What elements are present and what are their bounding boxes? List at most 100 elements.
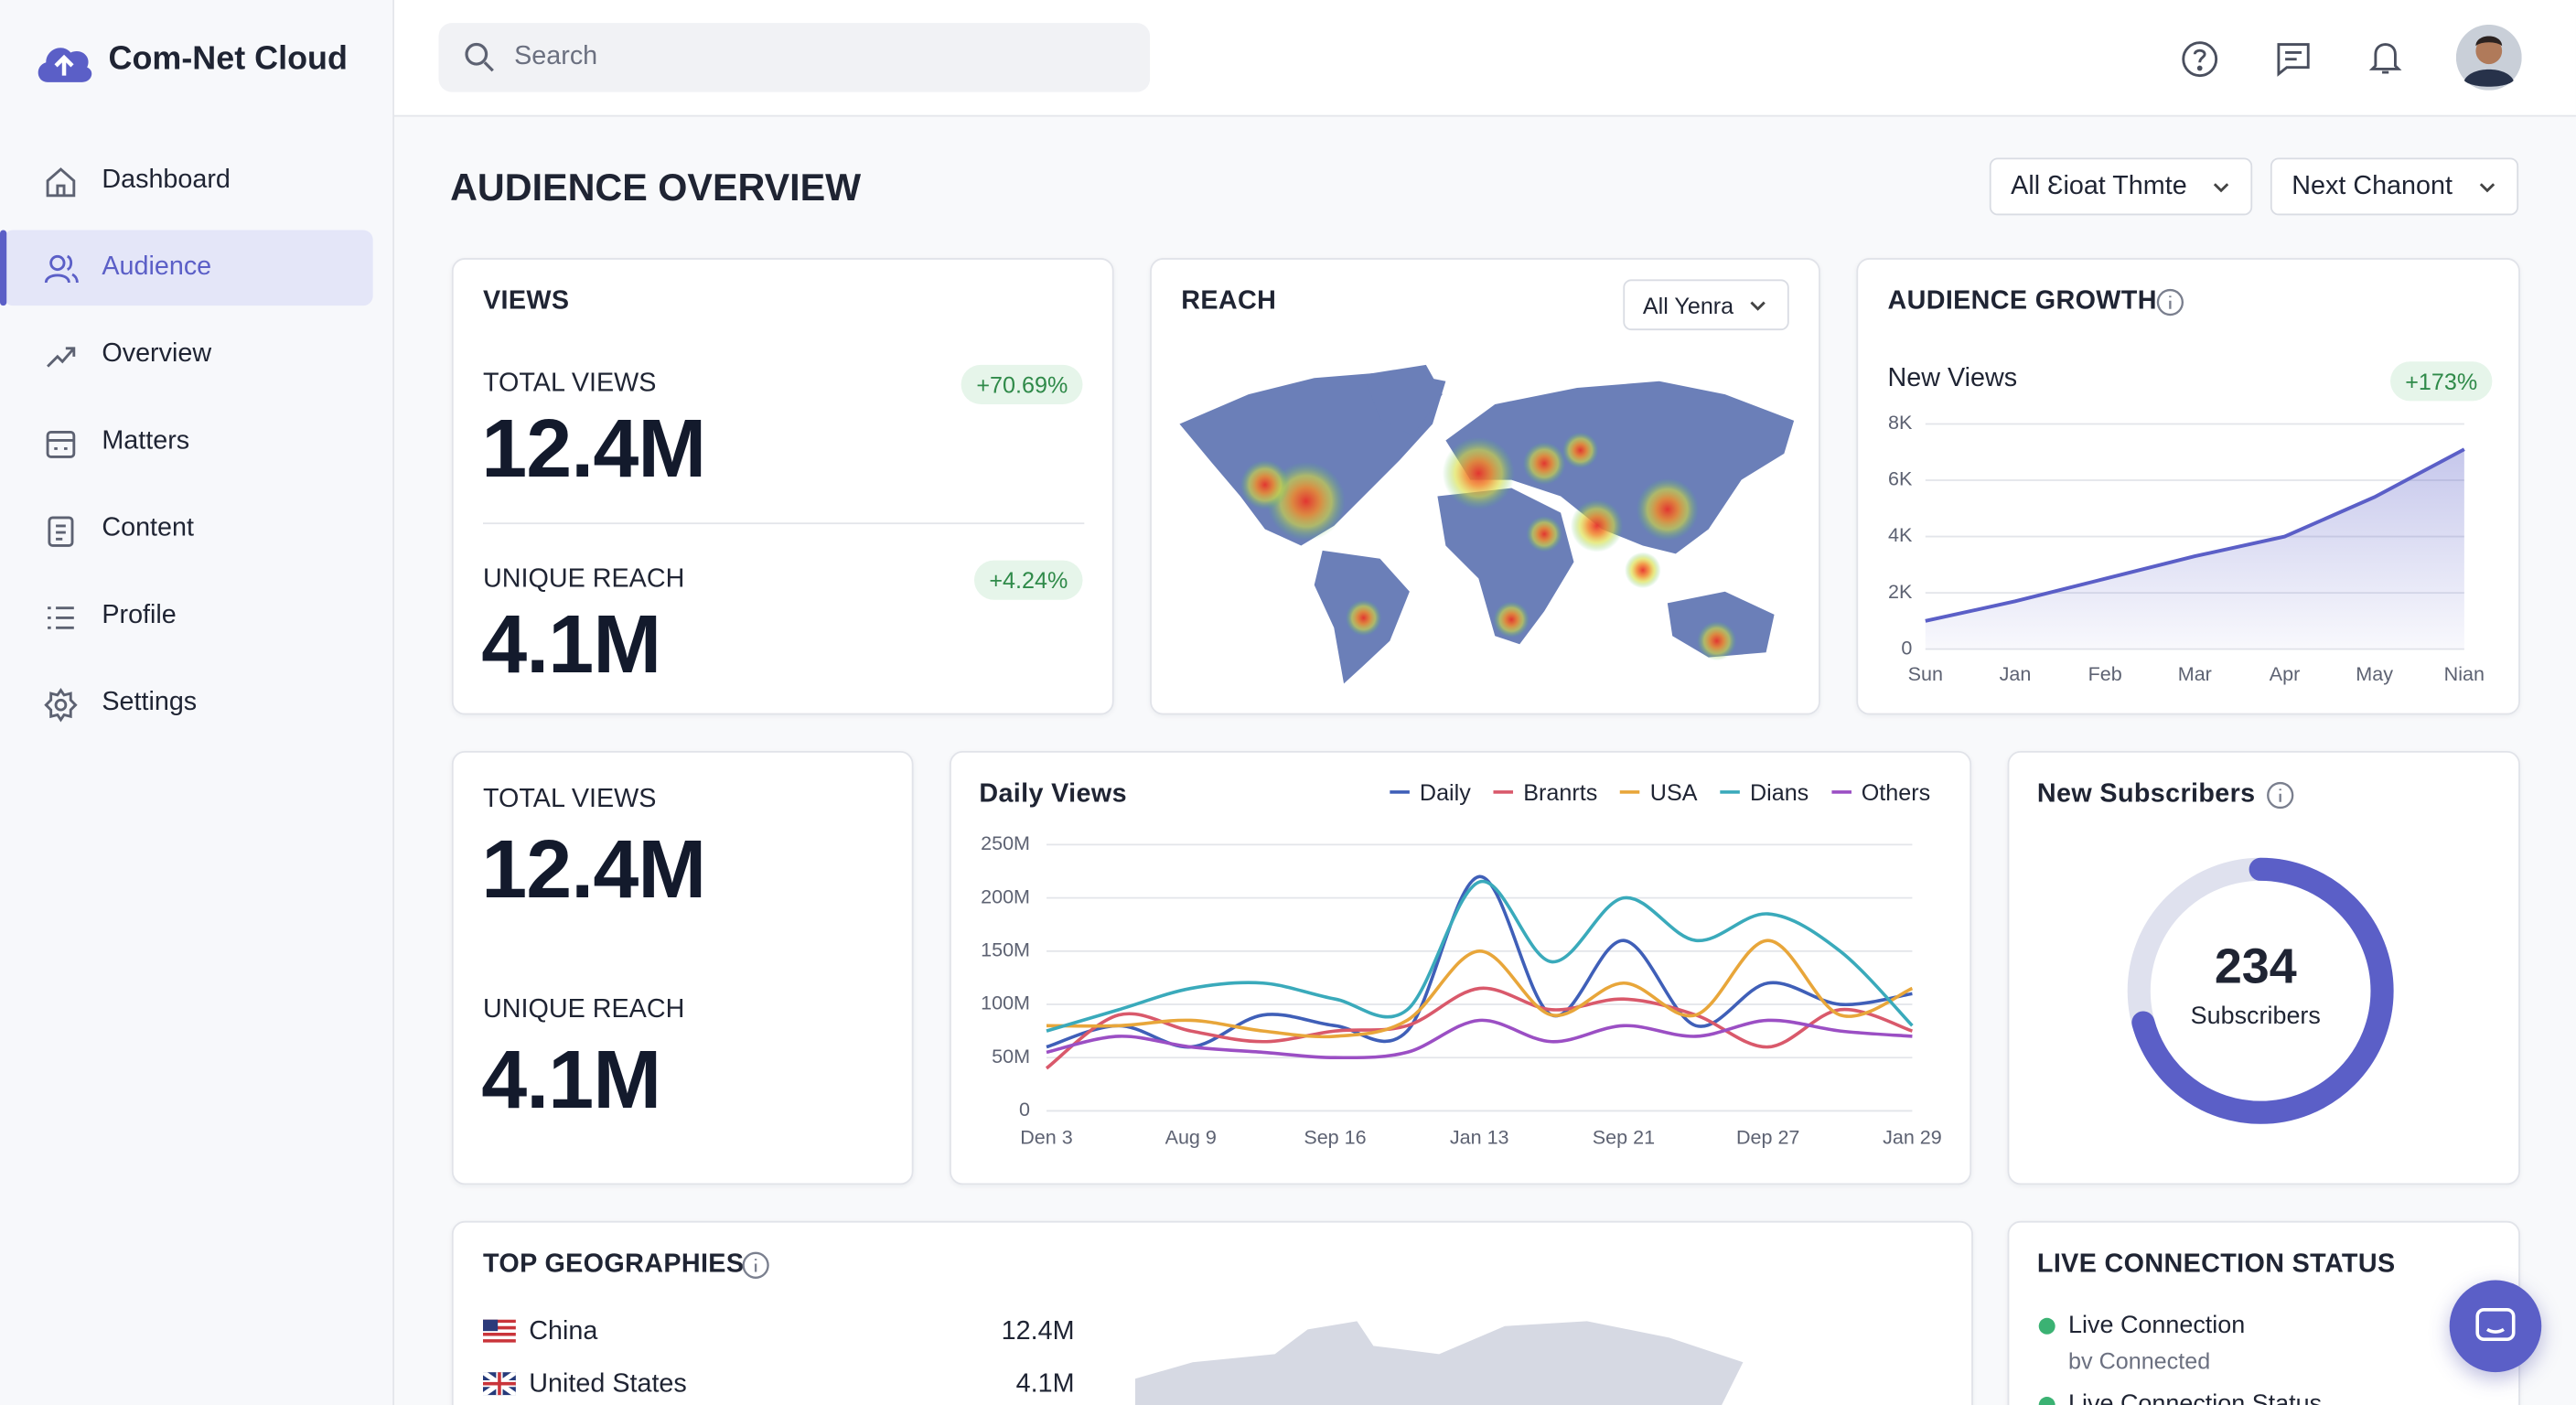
chevron <box>2479 183 2496 193</box>
filter-label: All Ɛioat Thmte <box>2011 171 2187 200</box>
nav-item[interactable]: Overview <box>4 317 373 393</box>
legend-label: Others <box>1861 778 1931 806</box>
nav-item[interactable]: Audience <box>0 230 373 306</box>
legend-swatch <box>1493 790 1514 794</box>
change-badge: +4.24% <box>974 560 1083 600</box>
legend-item[interactable]: Dians <box>1720 778 1809 806</box>
avatar[interactable] <box>2455 24 2522 91</box>
card-title: New Subscribers <box>2036 780 2256 809</box>
status-label: Live Connection <box>2068 1311 2246 1340</box>
messages-icon[interactable] <box>2274 39 2313 79</box>
notifications-icon[interactable] <box>2366 38 2405 77</box>
card-title: LIVE CONNECTION STATUS <box>2036 1250 2396 1279</box>
subscriber-label: Subscribers <box>2190 1002 2321 1031</box>
nav-item[interactable]: Settings <box>4 666 373 742</box>
legend-label: Daily <box>1419 778 1471 806</box>
subscriber-count: 234 <box>2214 939 2297 994</box>
region-dropdown[interactable]: All Yenra <box>1623 279 1789 331</box>
chat-icon <box>2475 1308 2516 1341</box>
card-title: VIEWS <box>482 287 570 316</box>
metric-value: 4.1M <box>481 597 661 691</box>
nav-label: Settings <box>102 688 198 717</box>
audience-growth-card: AUDIENCE GROWTH New Views +173% <box>1856 258 2520 715</box>
country-name: China <box>529 1317 598 1346</box>
status-label: Live Connection Status <box>2068 1389 2323 1405</box>
search-placeholder: Search <box>514 42 598 71</box>
totals-card: TOTAL VIEWS 12.4M UNIQUE REACH 4.1M <box>451 751 914 1185</box>
nav-icon <box>47 347 76 368</box>
legend-swatch <box>1620 790 1641 794</box>
metric-label: UNIQUE REACH <box>482 564 685 594</box>
card-title: TOP GEOGRAPHIES <box>482 1250 745 1279</box>
nav-icon <box>48 516 74 547</box>
subscribers-card: New Subscribers 234 Subscribers <box>2007 751 2520 1185</box>
legend-item[interactable]: Daily <box>1390 778 1471 806</box>
filter-label: All Yenra <box>1642 291 1734 318</box>
nav-item[interactable]: Dashboard <box>4 143 373 219</box>
live-status-card: LIVE CONNECTION STATUS Live Connection b… <box>2007 1220 2520 1405</box>
app-name: Com-Net Cloud <box>108 40 348 78</box>
info-icon[interactable] <box>741 1250 770 1280</box>
filter-dropdown[interactable]: All Ɛioat Thmte <box>1989 157 2253 216</box>
filter-dropdown[interactable]: Next Chanont <box>2270 157 2519 216</box>
series-label: New Views <box>1887 364 2018 393</box>
legend-item[interactable]: USA <box>1620 778 1698 806</box>
chevron <box>2213 183 2229 193</box>
reach-card: REACH All Yenra <box>1150 258 1820 715</box>
info-icon[interactable] <box>2155 287 2184 316</box>
nav-label: Overview <box>102 339 212 369</box>
help-icon[interactable] <box>2180 39 2219 79</box>
filter-label: Next Chanont <box>2292 171 2453 200</box>
metric-label: TOTAL VIEWS <box>482 785 657 814</box>
metric-label: UNIQUE REACH <box>482 995 685 1024</box>
flag-icon <box>482 1319 516 1343</box>
search-icon <box>465 42 494 72</box>
nav-icon <box>46 167 76 198</box>
geographies-card: TOP GEOGRAPHIES China 12.4M United State… <box>451 1220 1973 1405</box>
change-badge: +173% <box>2390 361 2493 402</box>
faded-map <box>1134 1321 1744 1405</box>
card-title: Daily Views <box>979 780 1127 809</box>
legend-label: Dians <box>1749 778 1809 806</box>
legend-swatch <box>1390 790 1411 794</box>
legend-item[interactable]: Others <box>1831 778 1931 806</box>
subscriber-ring <box>2127 857 2394 1124</box>
nav-label: Matters <box>102 427 190 456</box>
card-title: AUDIENCE GROWTH <box>1887 287 2157 316</box>
views-card: VIEWS TOTAL VIEWS 12.4M +70.69% UNIQUE R… <box>451 258 1114 715</box>
metric-value: 4.1M <box>481 1033 661 1126</box>
flag-icon <box>482 1372 516 1396</box>
legend-swatch <box>1720 790 1741 794</box>
legend: Daily Branrts USA Dians Others <box>1390 778 1931 806</box>
nav-icon <box>44 254 79 284</box>
nav-item[interactable]: Profile <box>4 578 373 654</box>
metric-value: 12.4M <box>481 823 706 916</box>
sidebar: Com-Net Cloud Dashboard Audience Overvie… <box>0 0 395 1405</box>
nav-item[interactable]: Matters <box>4 404 373 480</box>
status-sub: bv Connected <box>2068 1347 2211 1374</box>
nav-item[interactable]: Content <box>4 491 373 567</box>
chevron <box>1750 301 1766 311</box>
card-title: REACH <box>1181 287 1277 316</box>
status-dot <box>2038 1317 2055 1335</box>
metric-value: 12.4M <box>481 402 706 495</box>
nav-label: Profile <box>102 601 177 630</box>
legend-swatch <box>1831 790 1852 794</box>
nav-icon <box>46 431 76 458</box>
chat-button[interactable] <box>2449 1280 2542 1373</box>
legend-label: USA <box>1649 778 1698 806</box>
search-box[interactable]: Search <box>438 23 1151 92</box>
status-dot <box>2038 1397 2055 1405</box>
daily-views-card: Daily Views <box>950 751 1972 1185</box>
country-value: 12.4M <box>1001 1317 1075 1346</box>
change-badge: +70.69% <box>961 364 1083 404</box>
topbar: Search <box>394 0 2576 117</box>
legend-label: Branrts <box>1523 778 1598 806</box>
page-title: AUDIENCE OVERVIEW <box>450 166 862 209</box>
info-icon[interactable] <box>2266 780 2295 810</box>
legend-item[interactable]: Branrts <box>1493 778 1598 806</box>
nav-label: Content <box>102 514 195 542</box>
